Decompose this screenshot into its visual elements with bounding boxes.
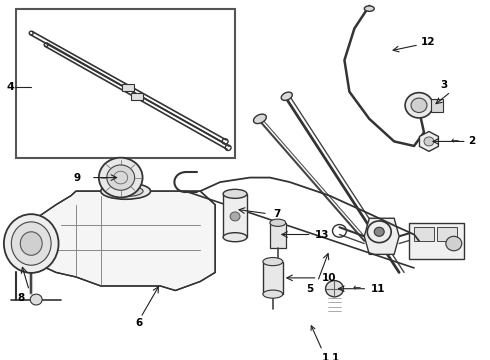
Bar xyxy=(414,227,434,241)
Circle shape xyxy=(424,137,434,146)
Polygon shape xyxy=(419,131,439,151)
Bar xyxy=(431,99,443,112)
Text: 5: 5 xyxy=(306,284,313,294)
Circle shape xyxy=(411,98,427,113)
Ellipse shape xyxy=(108,186,143,197)
Ellipse shape xyxy=(11,222,51,265)
Circle shape xyxy=(374,227,384,236)
Text: ←: ← xyxy=(352,284,361,294)
Circle shape xyxy=(99,158,143,197)
Text: ←: ← xyxy=(451,136,459,147)
Circle shape xyxy=(230,212,240,221)
Bar xyxy=(223,194,247,237)
Ellipse shape xyxy=(281,92,293,100)
Bar xyxy=(131,93,143,100)
Ellipse shape xyxy=(253,114,267,123)
Circle shape xyxy=(446,236,462,251)
Ellipse shape xyxy=(263,290,283,298)
Text: 3: 3 xyxy=(440,80,447,90)
Text: 9: 9 xyxy=(74,172,81,183)
Bar xyxy=(122,84,134,91)
Polygon shape xyxy=(36,191,215,291)
Text: 10: 10 xyxy=(321,273,336,283)
Ellipse shape xyxy=(20,232,42,255)
Ellipse shape xyxy=(270,219,286,226)
Text: 8: 8 xyxy=(18,293,25,303)
Circle shape xyxy=(405,93,433,118)
Ellipse shape xyxy=(223,233,247,242)
Text: 7: 7 xyxy=(273,209,280,219)
Ellipse shape xyxy=(223,189,247,198)
Ellipse shape xyxy=(263,257,283,266)
Text: 2: 2 xyxy=(468,136,475,147)
Text: 1: 1 xyxy=(311,326,329,360)
Ellipse shape xyxy=(101,183,150,199)
Text: 13: 13 xyxy=(315,230,329,239)
Text: 11: 11 xyxy=(371,284,386,294)
Ellipse shape xyxy=(4,214,59,273)
Ellipse shape xyxy=(365,6,374,11)
Bar xyxy=(437,227,457,241)
Circle shape xyxy=(325,280,343,297)
Circle shape xyxy=(30,294,42,305)
Text: 12: 12 xyxy=(421,37,436,47)
Text: 4: 4 xyxy=(6,82,14,92)
Text: 1: 1 xyxy=(332,353,339,360)
Bar xyxy=(409,223,464,259)
Bar xyxy=(16,9,235,158)
Polygon shape xyxy=(365,218,399,255)
Bar xyxy=(263,262,283,294)
Bar xyxy=(270,223,286,248)
Text: 6: 6 xyxy=(135,318,142,328)
Circle shape xyxy=(107,165,135,190)
